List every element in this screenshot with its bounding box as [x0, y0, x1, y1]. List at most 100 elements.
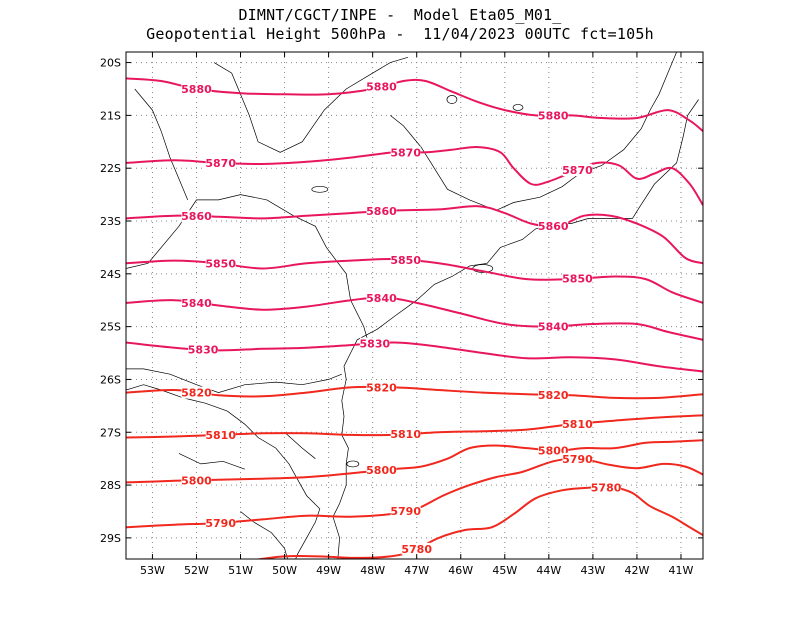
coast-border-line [332, 99, 699, 559]
x-tick-label: 45W [492, 564, 517, 577]
contour-label: 5790 [390, 505, 421, 518]
contour-label-bg [538, 219, 569, 232]
contour-label: 5800 [366, 464, 397, 477]
contour-label-bg [401, 542, 432, 555]
contour-label: 5820 [366, 381, 397, 394]
coast-border-line [126, 384, 321, 559]
y-tick-label: 26S [100, 373, 121, 386]
x-tick-label: 47W [404, 564, 429, 577]
x-tick-label: 44W [536, 564, 561, 577]
contour-label-bg [390, 146, 421, 159]
coast-border-line [240, 511, 288, 559]
contour-label: 5810 [205, 429, 236, 442]
contour-label: 5790 [562, 453, 593, 466]
contour-label-bg [366, 381, 397, 394]
contour-label-bg [188, 343, 219, 356]
contour-5870 [126, 146, 703, 206]
contour-label: 5870 [205, 157, 236, 170]
contour-label-bg [390, 254, 421, 267]
contour-5820 [126, 385, 703, 400]
y-tick-label: 23S [100, 215, 121, 228]
chart-title-line-2: Geopotential Height 500hPa - 11/04/2023 … [146, 25, 654, 43]
x-tick-label: 42W [624, 564, 649, 577]
x-tick-label: 51W [228, 564, 253, 577]
contour-label: 5780 [401, 543, 432, 556]
y-tick-label: 28S [100, 479, 121, 492]
contour-label-bg [390, 505, 421, 518]
contour-label-bg [205, 156, 236, 169]
contour-label-bg [366, 205, 397, 218]
x-tick-label: 50W [272, 564, 297, 577]
x-tick-label: 48W [360, 564, 385, 577]
coast-border-line [134, 88, 189, 201]
contour-label-bg [181, 210, 212, 223]
contour-labels: 5880 5880 5880 5870 5870 5870 5860 5860 5860 5850… [181, 80, 622, 556]
contour-label: 5840 [366, 292, 397, 305]
coast-border-line [284, 432, 316, 459]
chart-title-line-1: DIMNT/CGCT/INPE - Model Eta05_M01_ [238, 6, 562, 24]
contour-label: 5830 [360, 338, 391, 351]
contour-label: 5880 [366, 81, 397, 94]
lake-outline [512, 104, 524, 111]
contour-label: 5860 [181, 210, 212, 223]
contour-label: 5880 [181, 83, 212, 96]
contour-5780 [254, 486, 703, 559]
contour-label-bg [181, 386, 212, 399]
contour-label: 5870 [562, 164, 593, 177]
contour-label: 5820 [181, 387, 212, 400]
lake-outline [346, 460, 360, 468]
y-tick-label: 20S [100, 57, 121, 70]
contour-5840 [126, 296, 703, 341]
contour-label: 5800 [181, 474, 212, 487]
contour-5830 [126, 341, 703, 373]
lake-outline [446, 95, 458, 104]
y-tick-label: 22S [100, 162, 121, 175]
contour-label-bg [205, 428, 236, 441]
map-frame [125, 51, 704, 560]
y-tick-label: 27S [100, 426, 121, 439]
contour-label-bg [538, 388, 569, 401]
contour-label: 5800 [538, 444, 569, 457]
contour-label-bg [181, 82, 212, 95]
contour-label: 5780 [591, 482, 622, 495]
y-tick-label: 24S [100, 268, 121, 281]
contour-label: 5790 [205, 517, 236, 530]
contour-label-bg [562, 417, 593, 430]
lake-outline [311, 185, 329, 193]
coast-border-line [213, 56, 409, 153]
contour-label: 5860 [538, 220, 569, 233]
contour-label: 5870 [390, 146, 421, 159]
contour-label-bg [366, 80, 397, 93]
contour-label-bg [591, 481, 622, 494]
contour-5860 [126, 205, 703, 265]
contour-label-bg [181, 296, 212, 309]
contour-label: 5810 [390, 428, 421, 441]
contour-label: 5810 [562, 418, 593, 431]
x-tick-label: 46W [448, 564, 473, 577]
contour-5800 [126, 439, 703, 484]
contour-label-bg [538, 320, 569, 333]
contour-label-bg [562, 164, 593, 177]
contour-5790 [126, 457, 703, 529]
contour-label-bg [562, 452, 593, 465]
contour-label-bg [366, 464, 397, 477]
y-tick-label: 25S [100, 321, 121, 334]
x-tick-label: 49W [316, 564, 341, 577]
contour-label: 5830 [188, 343, 219, 356]
contour-label-bg [205, 516, 236, 529]
contour-label-bg [366, 291, 397, 304]
contour-label: 5820 [538, 389, 569, 402]
contour-label-bg [359, 337, 390, 350]
contour-label: 5840 [181, 297, 212, 310]
contour-label: 5860 [366, 205, 397, 218]
x-tick-label: 53W [140, 564, 165, 577]
coast-border-line [178, 453, 246, 470]
x-tick-label: 43W [580, 564, 605, 577]
x-tick-label: 41W [669, 564, 694, 577]
contour-label-bg [181, 474, 212, 487]
contour-label-bg [390, 428, 421, 441]
contour-label-bg [538, 109, 569, 122]
y-tick-label: 29S [100, 532, 121, 545]
y-tick-label: 21S [100, 109, 121, 122]
